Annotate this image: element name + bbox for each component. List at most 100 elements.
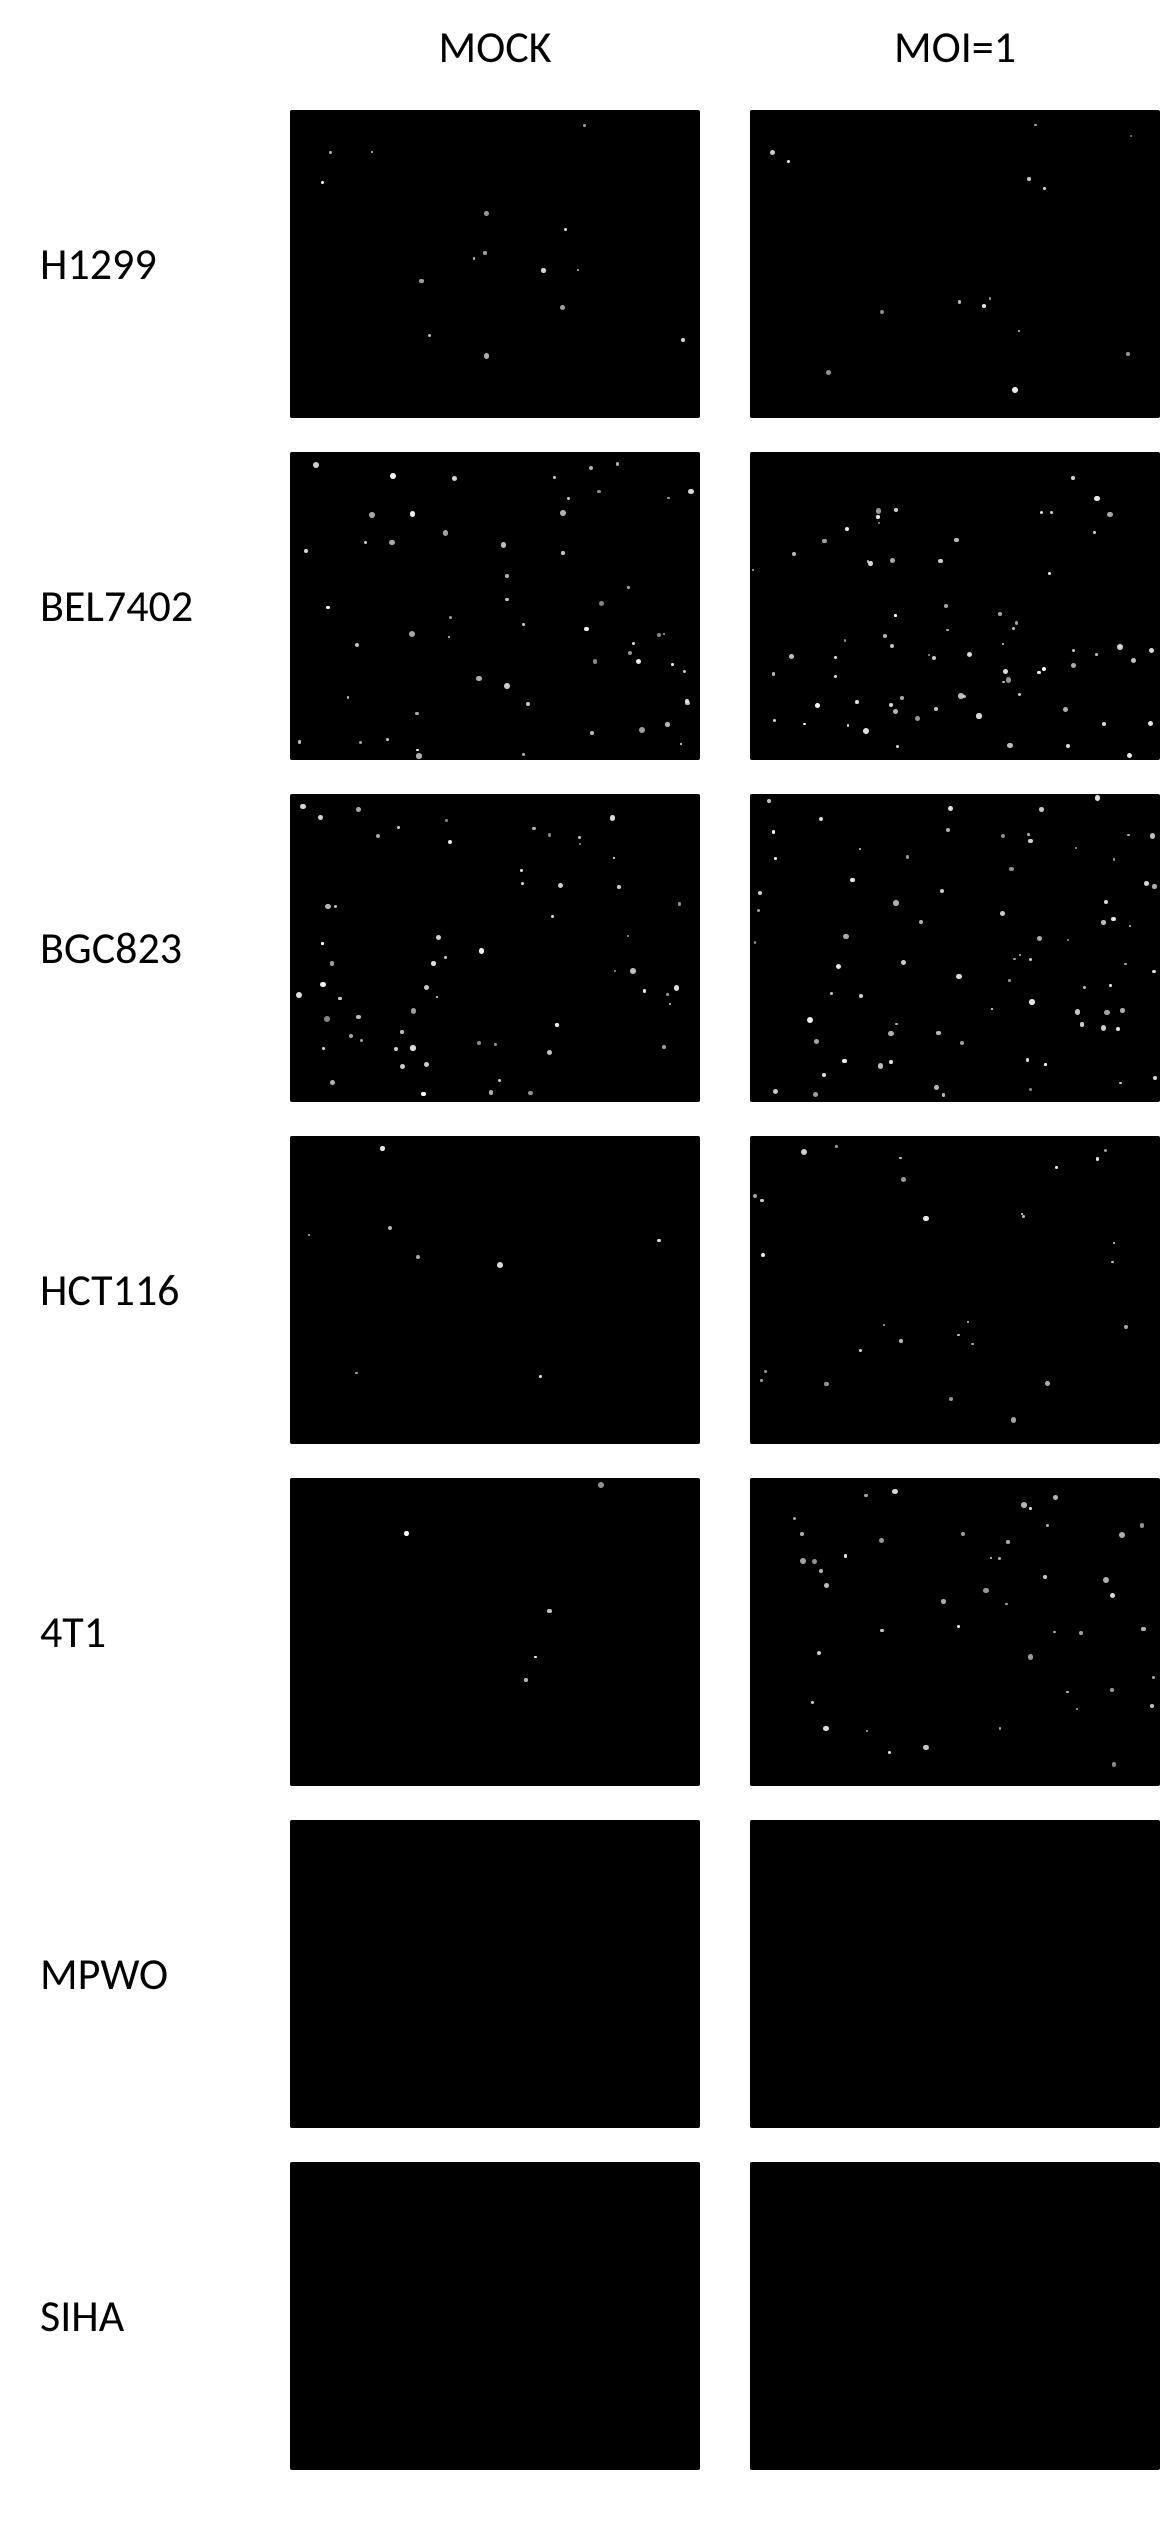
fluorescent-dot	[1011, 1417, 1017, 1423]
fluorescent-dot	[1026, 1058, 1030, 1062]
fluorescent-dot	[807, 1017, 813, 1023]
fluorescent-dot	[757, 909, 760, 912]
fluorescent-dot	[520, 869, 522, 871]
fluorescent-dot	[859, 994, 864, 999]
fluorescent-dot	[643, 989, 646, 992]
fluorescent-dot	[883, 1324, 885, 1326]
fluorescent-dot	[497, 1262, 503, 1268]
fluorescent-dot	[878, 522, 880, 524]
fluorescent-dot	[428, 334, 431, 337]
fluorescent-dot	[521, 882, 524, 885]
fluorescent-dot	[411, 1008, 416, 1013]
fluorescent-dot	[842, 1059, 846, 1063]
fluorescent-dot	[800, 1558, 806, 1564]
fluorescent-dot	[564, 228, 567, 231]
fluorescent-dot	[534, 1656, 537, 1659]
fluorescent-dot	[761, 1253, 765, 1257]
panel-siha-moi1	[750, 2162, 1160, 2470]
fluorescent-dot	[577, 269, 579, 271]
fluorescent-dot	[308, 1234, 310, 1236]
fluorescent-dot	[1043, 1575, 1047, 1579]
fluorescent-dot	[330, 1080, 335, 1085]
fluorescent-dot	[1112, 1762, 1116, 1766]
fluorescent-dot	[1101, 1025, 1107, 1031]
fluorescent-dot	[772, 830, 776, 834]
fluorescent-dot	[1110, 1593, 1116, 1599]
fluorescent-dot	[1104, 1149, 1107, 1152]
fluorescent-dot	[1111, 1261, 1114, 1264]
fluorescent-dot	[1034, 124, 1037, 127]
fluorescent-dot	[843, 934, 848, 939]
fluorescent-dot	[389, 540, 394, 545]
fluorescent-dot	[976, 713, 981, 718]
fluorescent-dot	[991, 1008, 993, 1010]
fluorescent-dot	[349, 1034, 353, 1038]
fluorescent-dot	[589, 466, 593, 470]
fluorescent-dot	[1109, 984, 1112, 987]
fluorescent-dot	[971, 1343, 973, 1345]
fluorescent-dot	[753, 1194, 757, 1198]
fluorescent-dot	[773, 719, 776, 722]
fluorescent-dot	[1044, 1063, 1046, 1065]
fluorescent-dot	[409, 631, 415, 637]
fluorescent-dot	[473, 257, 475, 259]
fluorescent-dot	[667, 497, 670, 500]
fluorescent-dot	[1006, 1540, 1009, 1543]
fluorescent-dot	[932, 656, 936, 660]
fluorescent-dot	[764, 1370, 767, 1373]
fluorescent-dot	[813, 1092, 818, 1097]
fluorescent-dot	[334, 905, 337, 908]
fluorescent-dot	[400, 1030, 404, 1034]
fluorescent-dot	[1113, 858, 1116, 861]
fluorescent-dot	[767, 799, 771, 803]
fluorescent-dot	[923, 1216, 928, 1221]
fluorescent-dot	[1075, 847, 1077, 849]
fluorescent-dot	[789, 654, 794, 659]
fluorescent-dot	[597, 490, 600, 493]
fluorescent-dot	[899, 1339, 903, 1343]
fluorescent-dot	[1022, 1215, 1025, 1218]
fluorescent-dot	[669, 1003, 671, 1005]
fluorescent-dot	[844, 639, 846, 641]
fluorescent-dot	[845, 527, 849, 531]
fluorescent-dot	[1000, 911, 1005, 916]
fluorescent-dot	[325, 904, 331, 910]
fluorescent-dot	[1028, 839, 1033, 844]
fluorescent-dot	[876, 515, 879, 518]
fluorescent-dot	[1144, 881, 1149, 886]
fluorescent-dot	[834, 675, 837, 678]
fluorescent-dot	[326, 606, 329, 609]
fluorescent-dot	[819, 817, 823, 821]
fluorescent-dot	[814, 1039, 819, 1044]
fluorescent-dot	[683, 670, 686, 673]
fluorescent-dot	[946, 629, 948, 631]
fluorescent-dot	[787, 160, 790, 163]
fluorescent-dot	[1066, 1691, 1069, 1694]
fluorescent-dot	[901, 960, 906, 965]
fluorescent-dot	[859, 848, 861, 850]
fluorescent-dot	[359, 741, 362, 744]
fluorescent-dot	[1053, 1631, 1056, 1634]
fluorescent-dot	[942, 1093, 945, 1096]
fluorescent-dot	[883, 634, 887, 638]
fluorescent-dot	[397, 826, 400, 829]
fluorescent-dot	[1141, 1627, 1146, 1632]
fluorescent-dot	[901, 1177, 906, 1182]
fluorescent-dot	[967, 652, 972, 657]
fluorescent-dot	[1080, 1022, 1084, 1026]
fluorescent-dot	[599, 601, 605, 607]
fluorescent-dot	[628, 651, 632, 655]
fluorescent-dot	[990, 1557, 992, 1559]
fluorescent-dot	[1111, 917, 1115, 921]
fluorescent-dot	[936, 1031, 941, 1036]
fluorescent-dot	[1127, 753, 1132, 758]
fluorescent-dot	[360, 1039, 363, 1042]
fluorescent-dot	[321, 181, 325, 185]
fluorescent-dot	[1102, 722, 1106, 726]
fluorescent-dot	[1093, 531, 1096, 534]
fluorescent-dot	[934, 1085, 939, 1090]
fluorescent-dot	[436, 935, 441, 940]
microscopy-figure-grid: MOCKMOI=1H1299BEL7402BGC823HCT1164T1MPWO…	[40, 20, 1134, 2470]
fluorescent-dot	[1127, 834, 1129, 836]
fluorescent-dot	[1107, 512, 1113, 518]
